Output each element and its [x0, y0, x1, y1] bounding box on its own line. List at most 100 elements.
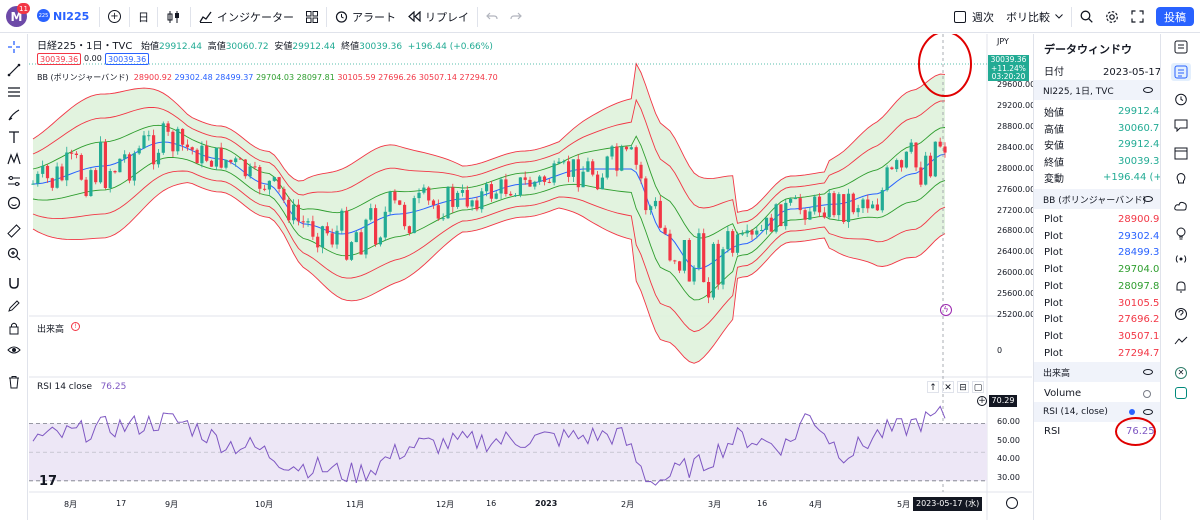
dw-row-value: 27696.26: [1118, 314, 1160, 326]
help-button[interactable]: [1171, 305, 1191, 323]
calendar-button[interactable]: [1171, 144, 1191, 162]
publish-button[interactable]: 投稿: [1156, 7, 1194, 26]
sell-price-box[interactable]: 30039.36: [37, 53, 82, 65]
tradingview-logo[interactable]: 17: [39, 474, 58, 489]
candle-body: [460, 190, 465, 193]
candle-body: [369, 208, 373, 220]
rsi-pane-legend[interactable]: RSI 14 close 76.25: [37, 382, 126, 392]
eye-icon[interactable]: [1143, 196, 1153, 202]
chart-canvas[interactable]: [29, 34, 1032, 520]
time-axis-settings-icon[interactable]: [1006, 497, 1018, 509]
candle-body: [856, 208, 860, 213]
indicators-button[interactable]: インジケーター: [193, 0, 300, 33]
candle-body: [383, 211, 387, 238]
warning-icon[interactable]: !: [71, 322, 80, 331]
settings-button[interactable]: [1099, 0, 1125, 33]
chat-button[interactable]: [1171, 116, 1191, 134]
brush-tool[interactable]: [4, 106, 24, 124]
dw-bb-section[interactable]: BB (ボリンジャーバンド): [1034, 189, 1160, 209]
forecast-tool[interactable]: [4, 172, 24, 190]
dw-row-value: 29912.44: [1118, 106, 1160, 117]
candle-body: [900, 160, 904, 168]
collapse-pane-icon[interactable]: ⊟: [957, 381, 969, 393]
ideas-button[interactable]: [1171, 170, 1191, 188]
time-tick: 11月: [346, 500, 365, 509]
icons-tool[interactable]: [4, 194, 24, 212]
redo-button[interactable]: [504, 0, 528, 33]
chevron-down-icon: [1055, 14, 1063, 19]
hide-drawings-tool[interactable]: [4, 341, 24, 359]
interval-button[interactable]: 日: [132, 0, 155, 33]
dw-bb-row: Plot 30507.14: [1034, 328, 1160, 345]
earnings-event-icon[interactable]: ϟ: [940, 304, 952, 316]
eye-icon[interactable]: [1143, 87, 1153, 93]
undo-button[interactable]: [480, 0, 504, 33]
news-button[interactable]: [1171, 197, 1191, 215]
remove-drawings-tool[interactable]: [4, 373, 24, 391]
replay-button[interactable]: リプレイ: [402, 0, 475, 33]
dw-bb-row: Plot 27294.70: [1034, 345, 1160, 362]
crosshair-tool[interactable]: [4, 38, 24, 56]
candle-body: [248, 166, 252, 177]
legend-title[interactable]: 日経225・1日・TVC: [37, 41, 133, 52]
measure-tool[interactable]: [4, 222, 24, 240]
eye-icon[interactable]: [1143, 369, 1153, 375]
bb-band-line: [32, 182, 946, 364]
chart-area[interactable]: 日経225・1日・TVC 始値29912.44 高値30060.72 安値299…: [29, 34, 1036, 520]
bb-legend-name[interactable]: BB (ボリンジャーバンド): [37, 73, 129, 82]
symbol-search-button[interactable]: NI225: [53, 10, 90, 23]
dw-row-value: 30105.59: [1118, 297, 1160, 309]
dw-volume-section[interactable]: 出来高: [1034, 362, 1160, 382]
notifications-button[interactable]: [1171, 278, 1191, 296]
stream-button[interactable]: [1171, 250, 1191, 268]
candle-body: [103, 141, 107, 188]
text-tool[interactable]: [4, 128, 24, 146]
extension-button[interactable]: [1171, 384, 1191, 402]
panel-toggle-button[interactable]: ✕: [1171, 364, 1191, 382]
add-alert-plus-icon[interactable]: +: [977, 396, 987, 406]
broadcast-icon: [1175, 255, 1187, 263]
currency-label[interactable]: JPY: [997, 37, 1009, 46]
eye-icon[interactable]: [1143, 409, 1153, 415]
dw-rsi-label: RSI (14, close): [1043, 407, 1108, 417]
separator: [129, 6, 130, 27]
separator: [1071, 6, 1072, 27]
candle-body: [890, 167, 894, 170]
bb-compare-dropdown[interactable]: ボリ比較: [1000, 0, 1069, 33]
data-window-button[interactable]: [1171, 63, 1191, 81]
close-pane-icon[interactable]: ✕: [942, 381, 954, 393]
magnet-tool[interactable]: [4, 274, 24, 292]
candle-body: [209, 160, 214, 167]
alert-button[interactable]: アラート: [329, 0, 402, 33]
watchlist-button[interactable]: [1171, 38, 1191, 56]
candle-body: [837, 194, 841, 216]
zoom-in-icon: [7, 247, 21, 261]
stay-drawing-tool[interactable]: [4, 297, 24, 315]
rsi-tick: 30.00: [997, 472, 1020, 482]
dw-series-section[interactable]: NI225, 1日, TVC: [1034, 80, 1160, 100]
hotlist-button[interactable]: [1171, 224, 1191, 242]
move-pane-up-icon[interactable]: ↑: [927, 381, 939, 393]
candle-body: [84, 179, 88, 196]
trash-icon: [9, 376, 19, 389]
fullscreen-button[interactable]: [1125, 0, 1150, 33]
price-tick: 26400.00: [997, 247, 1036, 257]
candle-body: [605, 156, 609, 178]
buy-price-box[interactable]: 30039.36: [105, 53, 150, 65]
compare-symbol-button[interactable]: +: [102, 0, 127, 33]
calendar-icon: [1174, 147, 1188, 160]
more-tools-button[interactable]: [1171, 332, 1191, 350]
layouts-button[interactable]: [300, 0, 324, 33]
weekly-toggle[interactable]: 週次: [948, 0, 1000, 33]
maximize-pane-icon[interactable]: ▢: [972, 381, 984, 393]
trendline-tool[interactable]: [4, 61, 24, 79]
eye-icon: [7, 346, 21, 354]
lock-drawings-tool[interactable]: [4, 319, 24, 337]
chart-type-button[interactable]: [160, 0, 188, 33]
alerts-button[interactable]: [1171, 90, 1191, 108]
fib-tool[interactable]: [4, 83, 24, 101]
zoom-tool[interactable]: [4, 245, 24, 263]
volume-pane-title[interactable]: 出来高: [37, 325, 65, 335]
search-button[interactable]: [1074, 0, 1099, 33]
pattern-tool[interactable]: [4, 150, 24, 168]
